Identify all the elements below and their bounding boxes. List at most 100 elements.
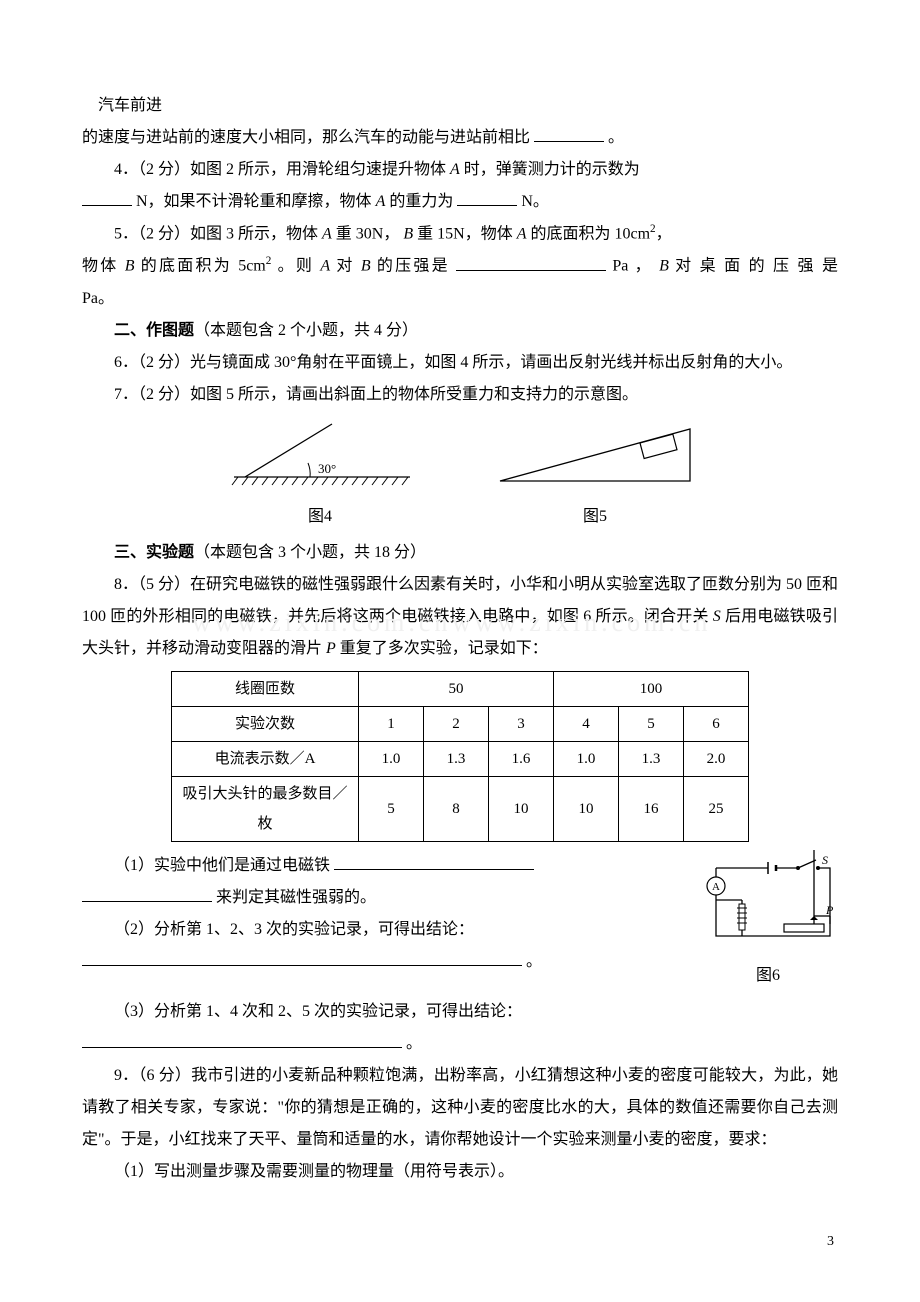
figure-row-4-5: 30° 图4 图5 [82,419,838,533]
sec2-tail: （本题包含 2 个小题，共 4 分） [194,322,418,339]
sup2: 2 [266,255,272,267]
table-row: 吸引大头针的最多数目／枚 5 8 10 10 16 25 [172,776,749,841]
var-S: S [713,608,721,625]
blank [534,125,604,142]
figure-5: 图5 [490,419,700,533]
cell: 16 [619,776,684,841]
text: 的重力为 [389,193,453,210]
q7: 7．（2 分）如图 5 所示，请画出斜面上的物体所受重力和支持力的示意图。 [82,379,838,411]
th-100: 100 [554,671,749,706]
var-A: A [322,225,332,242]
cell: 8 [424,776,489,841]
th-exp: 实验次数 [172,706,359,741]
cell: 25 [684,776,749,841]
cell: 1.3 [424,741,489,776]
text: 9．（6 分）我市引进的小麦新品种颗粒饱满，出粉率高，小红猜想这种小麦的密度可能… [82,1067,838,1148]
sec3-head: 三、实验题 [114,544,194,561]
text: 对 [336,258,360,275]
cell: 2 [424,706,489,741]
cell: 10 [489,776,554,841]
blank [82,885,212,902]
cell: 1 [359,706,424,741]
text: N，如果不计滑轮重和摩擦，物体 [136,193,376,210]
sec3-tail: （本题包含 3 个小题，共 18 分） [194,544,426,561]
var-P: P [326,640,336,657]
var-A: A [517,225,527,242]
cell: 1.3 [619,741,684,776]
fig6-P: P [825,903,834,917]
cell: 5 [359,776,424,841]
blank [82,949,522,966]
text: Pa。 [82,290,114,307]
fig6-caption: 图6 [698,960,838,992]
fig4-svg: 30° [220,419,420,487]
text: 。 [608,129,624,146]
q8-intro: 8．（5 分）在研究电磁铁的磁性强弱跟什么因素有关时，小华和小明从实验室选取了匝… [82,569,838,665]
q4-line1: 4．（2 分）如图 2 所示，用滑轮组匀速提升物体 A 时，弹簧测力计的示数为 [82,154,838,186]
blank [82,1031,402,1048]
page-number: 3 [82,1228,838,1256]
var-B: B [403,225,413,242]
text: 重 30N， [336,225,400,242]
text: 4．（2 分）如图 2 所示，用滑轮组匀速提升物体 [114,161,450,178]
text: ， [656,225,672,242]
var-B: B [659,258,669,275]
figure-4: 30° 图4 [220,419,420,533]
blank [456,254,606,271]
text: 的底面积为 10cm [530,225,650,242]
blank [457,189,517,206]
table-row: 线圈匝数 50 100 [172,671,749,706]
text: 7．（2 分）如图 5 所示，请画出斜面上的物体所受重力和支持力的示意图。 [114,386,638,403]
text: 来判定其磁性强弱的。 [216,889,376,906]
q4-line2: N，如果不计滑轮重和摩擦，物体 A 的重力为 N。 [82,186,838,218]
text: （3）分析第 1、4 次和 2、5 次的实验记录，可得出结论： [114,1003,522,1020]
blank [82,189,132,206]
cell: 1.6 [489,741,554,776]
table-row: 实验次数 1 2 3 4 5 6 [172,706,749,741]
text: 的速度与进站前的速度大小相同，那么汽车的动能与进站前相比 [82,129,530,146]
q6: 6．（2 分）光与镜面成 30°角射在平面镜上，如图 4 所示，请画出反射光线并… [82,347,838,379]
text: 5．（2 分）如图 3 所示，物体 [114,225,322,242]
var-B: B [125,258,135,275]
q5-line2: 物体 B 的底面积为 5cm2 。则 A 对 B 的压强是 Pa ， B 对 桌… [82,250,838,282]
var-A: A [320,258,330,275]
cell: 1.0 [554,741,619,776]
var-A: A [376,193,386,210]
period: 。 [526,953,542,970]
q9-1: （1）写出测量步骤及需要测量的物理量（用符号表示）。 [82,1156,838,1188]
th-50: 50 [359,671,554,706]
q8-block: www.zixin.com.cn www.zixin.com.cn 8．（5 分… [82,569,838,665]
fig6-svg: S A P [698,850,838,946]
text: 的压强是 [377,258,450,275]
section3-heading: 三、实验题（本题包含 3 个小题，共 18 分） [82,537,838,569]
q3-frag-line: 汽车前进 [82,90,838,122]
var-A: A [450,161,460,178]
text: 。则 [278,258,321,275]
fig5-caption: 图5 [490,501,700,533]
q9: 9．（6 分）我市引进的小麦新品种颗粒饱满，出粉率高，小红猜想这种小麦的密度可能… [82,1060,838,1156]
cell: 2.0 [684,741,749,776]
q5-line1: 5．（2 分）如图 3 所示，物体 A 重 30N， B 重 15N，物体 A … [82,218,838,250]
q5-line3: Pa。 [82,283,838,315]
cell: 10 [554,776,619,841]
text: 重复了多次实验，记录如下： [336,640,548,657]
var-B: B [361,258,371,275]
q8-3-blank: 。 [82,1028,838,1060]
cell: 6 [684,706,749,741]
text: （1）实验中他们是通过电磁铁 [114,857,330,874]
th-coil: 线圈匝数 [172,671,359,706]
text: 的底面积为 5cm [141,258,266,275]
text: N。 [521,193,549,210]
q3-tail: 的速度与进站前的速度大小相同，那么汽车的动能与进站前相比 。 [82,122,838,154]
fig5-svg [490,419,700,487]
blank [334,853,534,870]
period: 。 [406,1035,422,1052]
sec2-head: 二、作图题 [114,322,194,339]
fig4-caption: 图4 [220,501,420,533]
experiment-table: 线圈匝数 50 100 实验次数 1 2 3 4 5 6 电流表示数／A 1.0… [171,671,749,842]
text: Pa ， [612,258,659,275]
text: 时，弹簧测力计的示数为 [464,161,640,178]
table-row: 电流表示数／A 1.0 1.3 1.6 1.0 1.3 2.0 [172,741,749,776]
text: 汽车前进 [98,97,162,114]
text: 对 桌 面 的 压 强 是 [675,258,838,275]
